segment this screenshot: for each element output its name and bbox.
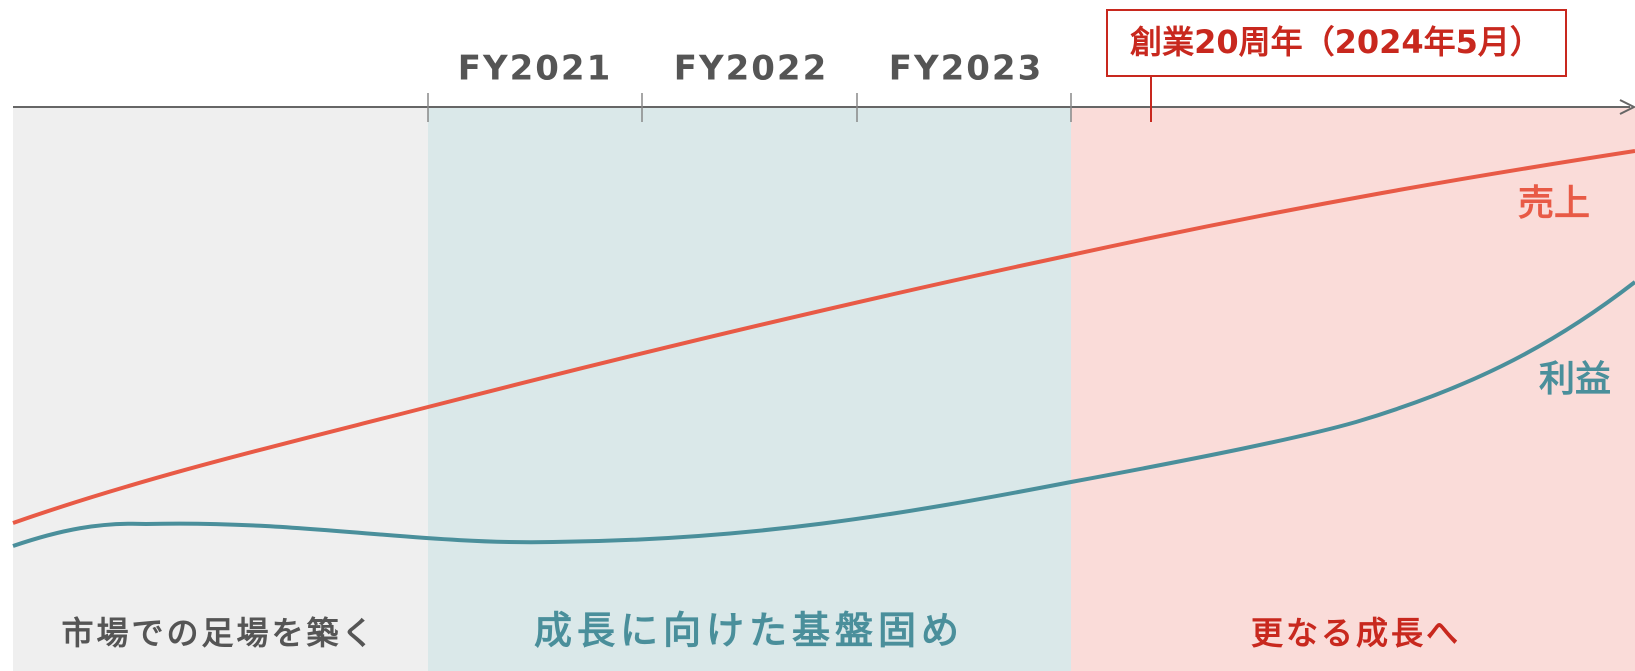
axis-ticks: [427, 93, 1072, 122]
milestone-label: 創業20周年（2024年5月）: [1130, 23, 1542, 61]
phase-bg-3: [1071, 107, 1635, 671]
profit-label: 利益: [1539, 359, 1611, 400]
phase-bg-1: [13, 107, 428, 671]
profit-curve: [12, 280, 1635, 548]
phase-label: 更なる成長へ: [1251, 614, 1461, 652]
axis-arrow: [1619, 99, 1635, 115]
fy-label: FY2023: [889, 49, 1043, 89]
fy-label: FY2021: [458, 49, 612, 89]
milestone-box: [1106, 9, 1567, 77]
phase-label: 市場での足場を築く: [61, 614, 376, 652]
phase-bg-2: [428, 107, 1071, 671]
sales-label: 売上: [1518, 183, 1590, 224]
phase-label: 成長に向けた基盤固め: [534, 609, 964, 653]
fy-label: FY2022: [674, 49, 828, 89]
sales-curve: [12, 149, 1635, 525]
